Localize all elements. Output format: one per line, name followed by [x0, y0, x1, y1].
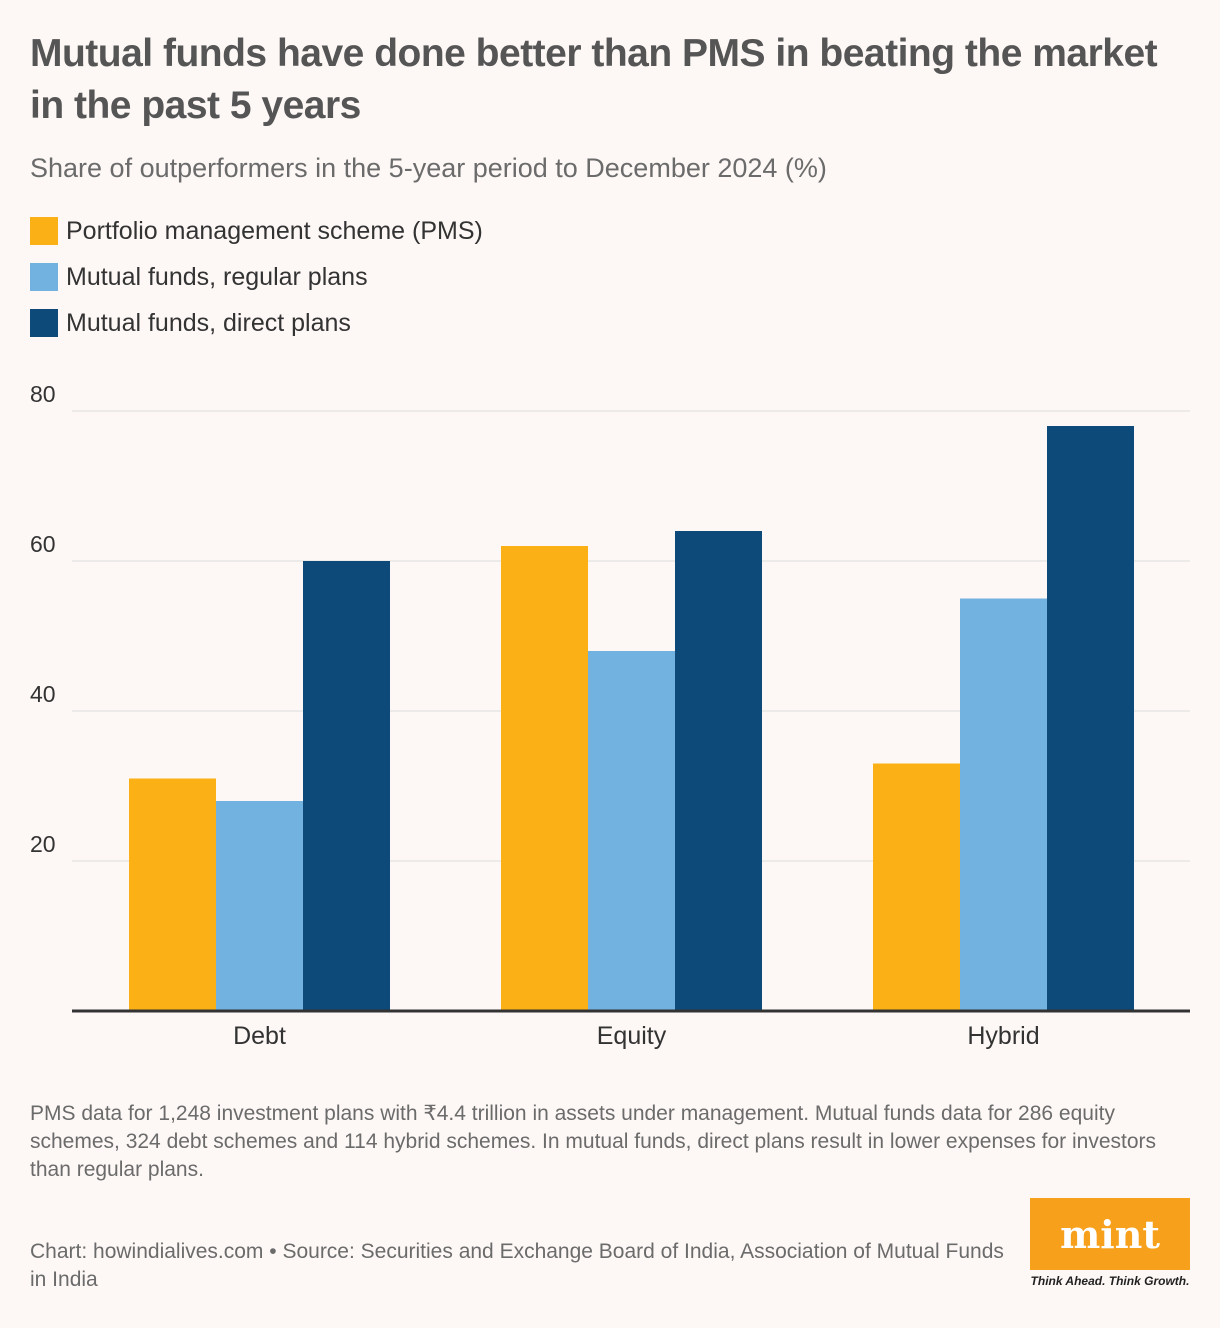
bar-hybrid-direct [1047, 426, 1134, 1011]
bar-debt-pms [129, 778, 216, 1011]
bar-hybrid-pms [873, 763, 960, 1011]
chart-title: Mutual funds have done better than PMS i… [30, 32, 1158, 127]
bar-equity-regular [588, 651, 675, 1011]
chart-subtitle: Share of outperformers in the 5-year per… [30, 153, 827, 183]
y-tick-label: 60 [30, 531, 56, 557]
x-tick-label: Debt [233, 1022, 286, 1050]
legend-item-pms: Portfolio management scheme (PMS) [30, 208, 483, 254]
mint-logo: mint [1030, 1198, 1190, 1270]
legend: Portfolio management scheme (PMS) Mutual… [30, 208, 483, 346]
y-tick-label: 20 [30, 831, 56, 857]
brand: mint Think Ahead. Think Growth. [1030, 1198, 1190, 1288]
legend-swatch-pms [30, 217, 58, 245]
bar-hybrid-regular [960, 598, 1047, 1011]
brand-tagline: Think Ahead. Think Growth. [1030, 1274, 1190, 1288]
x-tick-label: Hybrid [967, 1022, 1039, 1050]
bar-equity-pms [501, 546, 588, 1011]
legend-item-direct: Mutual funds, direct plans [30, 300, 483, 346]
legend-label-pms: Portfolio management scheme (PMS) [66, 216, 483, 245]
bar-debt-direct [303, 561, 390, 1011]
bar-chart: 20 40 60 80 Debt Equity Hybrid [30, 381, 1190, 1050]
y-tick-label: 40 [30, 681, 56, 707]
chart-note: PMS data for 1,248 investment plans with… [30, 1102, 1157, 1181]
bar-debt-regular [216, 801, 303, 1011]
legend-item-regular: Mutual funds, regular plans [30, 254, 483, 300]
y-tick-label: 80 [30, 381, 56, 407]
x-tick-label: Equity [597, 1022, 667, 1050]
legend-label-direct: Mutual funds, direct plans [66, 308, 351, 337]
chart-source: Chart: howindialives.com • Source: Secur… [30, 1240, 1004, 1291]
legend-swatch-direct [30, 309, 58, 337]
bar-equity-direct [675, 531, 762, 1011]
legend-swatch-regular [30, 263, 58, 291]
legend-label-regular: Mutual funds, regular plans [66, 262, 368, 291]
